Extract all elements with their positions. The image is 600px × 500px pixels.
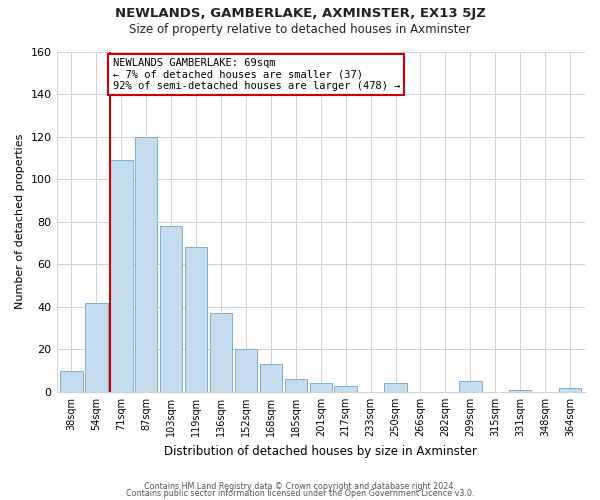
- Text: Contains public sector information licensed under the Open Government Licence v3: Contains public sector information licen…: [126, 490, 474, 498]
- Bar: [85, 302, 107, 392]
- Bar: [509, 390, 532, 392]
- Bar: [459, 382, 482, 392]
- Bar: [185, 247, 208, 392]
- Bar: [385, 384, 407, 392]
- Y-axis label: Number of detached properties: Number of detached properties: [15, 134, 25, 310]
- Bar: [160, 226, 182, 392]
- Bar: [310, 384, 332, 392]
- Bar: [110, 160, 133, 392]
- Text: Size of property relative to detached houses in Axminster: Size of property relative to detached ho…: [129, 22, 471, 36]
- Bar: [210, 313, 232, 392]
- Bar: [60, 370, 83, 392]
- Bar: [135, 136, 157, 392]
- Text: Contains HM Land Registry data © Crown copyright and database right 2024.: Contains HM Land Registry data © Crown c…: [144, 482, 456, 491]
- Bar: [235, 350, 257, 392]
- Bar: [260, 364, 282, 392]
- Text: NEWLANDS, GAMBERLAKE, AXMINSTER, EX13 5JZ: NEWLANDS, GAMBERLAKE, AXMINSTER, EX13 5J…: [115, 8, 485, 20]
- Bar: [334, 386, 357, 392]
- Text: NEWLANDS GAMBERLAKE: 69sqm
← 7% of detached houses are smaller (37)
92% of semi-: NEWLANDS GAMBERLAKE: 69sqm ← 7% of detac…: [113, 58, 400, 91]
- X-axis label: Distribution of detached houses by size in Axminster: Distribution of detached houses by size …: [164, 444, 477, 458]
- Bar: [284, 379, 307, 392]
- Bar: [559, 388, 581, 392]
